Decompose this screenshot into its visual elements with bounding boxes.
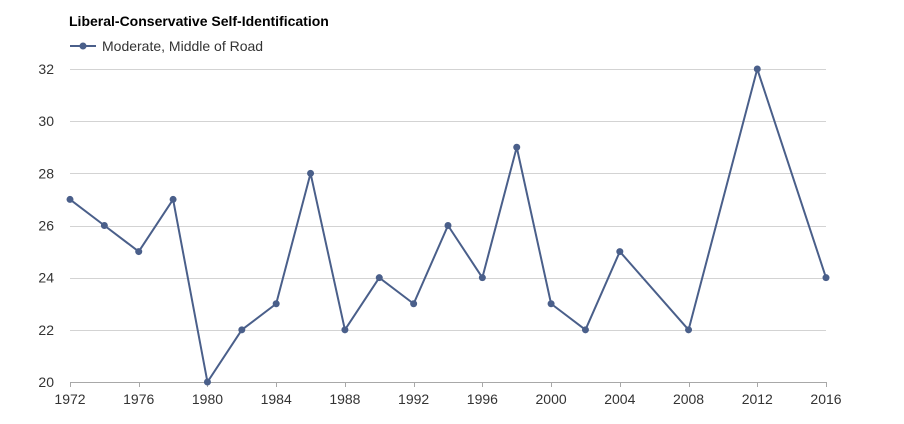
x-tick-label-1996: 1996 [467, 391, 498, 407]
data-point-2012[interactable] [753, 65, 761, 73]
y-tick-label-24: 24 [38, 270, 54, 286]
x-tick-label-1976: 1976 [123, 391, 154, 407]
x-tick-label-1992: 1992 [398, 391, 429, 407]
data-point-1988[interactable] [341, 326, 349, 334]
data-point-1990[interactable] [375, 274, 383, 282]
y-axis-labels: 20 22 24 26 28 30 32 [38, 61, 54, 390]
legend-label: Moderate, Middle of Road [102, 38, 264, 54]
x-tick-label-2000: 2000 [536, 391, 567, 407]
x-axis-labels: 1972 1976 1980 1984 1988 1992 1996 2000 2004 2008… [54, 391, 841, 407]
data-point-1996[interactable] [478, 274, 486, 282]
y-tick-label-20: 20 [38, 374, 54, 390]
x-tick-label-1984: 1984 [261, 391, 292, 407]
data-point-2016[interactable] [822, 274, 830, 282]
x-tick-label-1980: 1980 [192, 391, 223, 407]
x-tick-label-2008: 2008 [673, 391, 704, 407]
data-point-1986[interactable] [307, 169, 315, 177]
y-tick-label-28: 28 [38, 165, 54, 181]
data-point-1984[interactable] [272, 300, 280, 308]
data-point-1994[interactable] [444, 222, 452, 229]
y-tick-label-22: 22 [38, 322, 54, 338]
data-point-1972[interactable] [66, 195, 74, 203]
y-tick-label-26: 26 [38, 218, 54, 234]
series-line [69, 68, 827, 383]
x-tick-label-1988: 1988 [329, 391, 360, 407]
y-tick-label-32: 32 [38, 61, 54, 77]
data-point-2002[interactable] [581, 326, 589, 334]
data-point-1974[interactable] [100, 222, 108, 229]
data-point-1978[interactable] [169, 195, 177, 203]
x-tick-label-2012: 2012 [742, 391, 773, 407]
x-tick-label-2004: 2004 [604, 391, 635, 407]
data-point-2000[interactable] [547, 300, 555, 308]
x-tick-label-1972: 1972 [54, 391, 85, 407]
data-point-1976[interactable] [135, 248, 143, 256]
legend-swatch [70, 42, 96, 50]
chart-title: Liberal-Conservative Self-Identification [69, 13, 329, 29]
data-point-1992[interactable] [410, 300, 418, 308]
data-point-2004[interactable] [616, 248, 624, 256]
gridlines [70, 69, 826, 331]
data-point-1998[interactable] [513, 143, 521, 151]
data-point-1980[interactable] [203, 378, 211, 386]
legend: Moderate, Middle of Road [69, 37, 263, 55]
x-axis [70, 382, 827, 387]
x-tick-label-2016: 2016 [810, 391, 841, 407]
data-point-2008[interactable] [685, 326, 693, 334]
series-moderate [66, 65, 830, 386]
y-tick-label-30: 30 [38, 113, 54, 129]
data-point-1982[interactable] [238, 326, 246, 334]
